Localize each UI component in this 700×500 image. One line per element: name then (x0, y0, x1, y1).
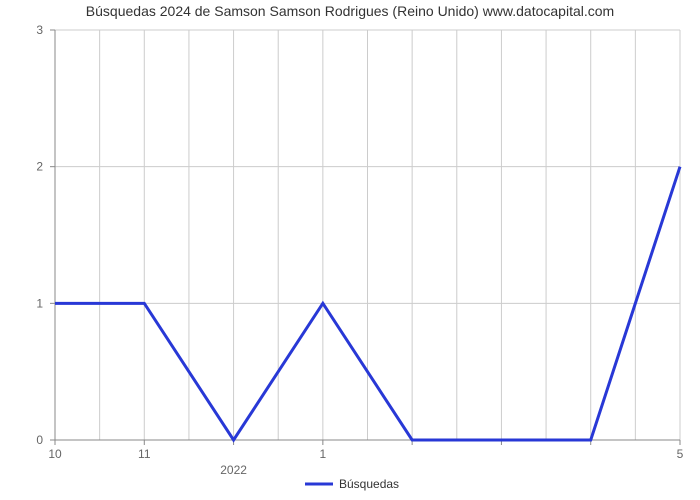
chart-title: Búsquedas 2024 de Samson Samson Rodrigue… (86, 3, 614, 19)
y-tick-label: 0 (36, 433, 43, 447)
chart-container: Búsquedas 2024 de Samson Samson Rodrigue… (0, 0, 700, 500)
legend-label: Búsquedas (339, 477, 399, 491)
y-tick-label: 2 (36, 160, 43, 174)
x-tick-label: 1 (320, 447, 327, 461)
x-tick-label: 5 (677, 447, 684, 461)
line-chart: Búsquedas 2024 de Samson Samson Rodrigue… (0, 0, 700, 500)
y-tick-label: 3 (36, 23, 43, 37)
x-tick-label: 10 (48, 447, 62, 461)
x-tick-label: 11 (138, 447, 151, 461)
y-tick-label: 1 (36, 296, 43, 310)
x-secondary-label: 2022 (220, 463, 247, 477)
